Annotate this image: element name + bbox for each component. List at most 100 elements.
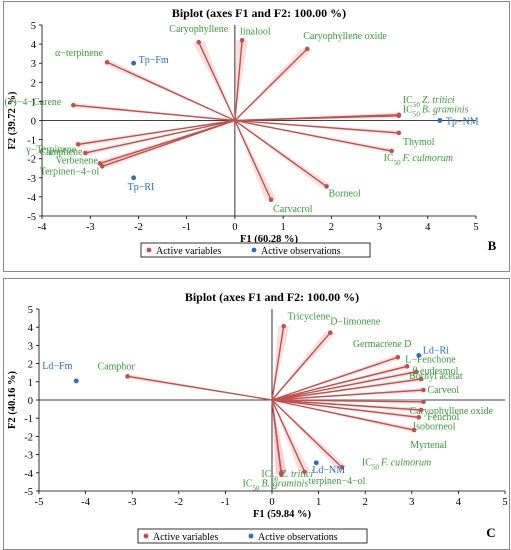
y-tick-label: 2 [28, 360, 33, 371]
observation-label-ld-fm: Ld−Fm [42, 361, 72, 372]
x-tick-label: 1 [316, 497, 321, 508]
x-tick-label: -4 [38, 222, 47, 233]
variable-point-camphene [83, 150, 88, 156]
variable-fan-wedge [272, 400, 348, 469]
variable-vector [234, 40, 243, 121]
observation-point-tp-fm [131, 60, 137, 66]
variable-vector [78, 119, 235, 146]
variable-label-ic50-z-tritici: IC50 Z. tritici [403, 95, 455, 109]
y-tick-label: 3 [31, 59, 36, 70]
x-tick-label: -3 [128, 497, 137, 508]
variable-point-caryophyllene-oxide [421, 399, 426, 405]
variable-label-thymol: Thymol [403, 137, 435, 148]
variable-vector [271, 389, 424, 401]
variable-point-linalool [239, 37, 245, 43]
x-tick-label: -3 [86, 222, 95, 233]
variable-point-l-fenchone [404, 364, 410, 369]
variable-label-terpinen-4-ol: terpinen−4−ol [309, 476, 366, 487]
x-tick-label: 3 [409, 497, 414, 508]
variable-label-linalool: linalool [240, 26, 271, 37]
variable-vector [73, 104, 235, 122]
chart-title: Biplot (axes F1 and F2: 100.00 %) [172, 6, 346, 20]
variable-point-terpinen-4-ol [302, 469, 307, 475]
variable-fan-wedge [272, 326, 290, 400]
observation-point-ld-fm [73, 378, 79, 384]
variable-label-ic50-f-culmorum: IC50 F. culmorum [384, 153, 453, 167]
variable-vector [271, 365, 408, 401]
variable-vector [106, 61, 236, 122]
variable-vector [102, 119, 236, 168]
variable-fan-wedge [272, 400, 287, 475]
variable-point-camphor [125, 374, 130, 379]
observation-point-ld-nm [313, 460, 319, 466]
y-tick-label: 5 [31, 21, 36, 32]
y-axis-label: F2 (40.16 %) [7, 370, 18, 429]
y-tick-label: 2 [31, 78, 36, 89]
variable-point-terpinene [75, 142, 81, 147]
y-axis-label: F2 (39.72 %) [7, 91, 18, 150]
variable-point-ic50-f-culmorum [339, 465, 345, 470]
variable-fan-wedge [272, 400, 311, 473]
y-tick-label: 5 [28, 305, 33, 316]
biplot-b-svg: Biplot (axes F1 and F2: 100.00 %) -4 -3 -2 -… [4, 6, 497, 258]
variable-label-germacrene-d: Germacrene D [353, 339, 412, 350]
chart-title: Biplot (axes F1 and F2: 100.00 %) [185, 290, 359, 304]
variable-vector [85, 119, 236, 154]
y-tick-label: 4 [31, 40, 37, 51]
variable-point-d-limonene [327, 330, 333, 335]
variable-point-thymol [396, 130, 402, 136]
variable-vector [234, 119, 327, 187]
variable-label-caryophyllene-oxide: Caryophyllene oxide [409, 406, 493, 417]
variable-vector [271, 378, 422, 401]
variable-vector [234, 48, 308, 121]
y-tick-label: 4 [28, 323, 34, 334]
x-tick-label: -5 [35, 497, 44, 508]
variable-fan-wedge [272, 331, 336, 400]
x-axis-label: F1 (60.28 %) [240, 234, 299, 245]
variable-label-verbenene: Verbenene [56, 155, 99, 166]
variable-vector [271, 371, 417, 401]
variable-label-l-fenchone: L−Fenchone [405, 354, 456, 365]
observation-point-tp-ri [131, 175, 137, 181]
variable-point-germacrene-d [395, 354, 401, 360]
observation-label-tp-ri: Tp−RI [128, 182, 155, 193]
variable-label-ic50-f-culmorum: IC50 F. culmorum [362, 457, 431, 471]
variable-vector [271, 332, 331, 401]
variable-point-caryophyllene-oxide [304, 46, 310, 52]
variable-point-tricyclene [281, 323, 286, 329]
variable-fan-wedge [234, 48, 313, 121]
variable-fan-wedge [234, 40, 248, 121]
variable-vector [234, 119, 392, 152]
variable-point-carvacrol [268, 197, 274, 203]
variable-label-d-limonene: D−limonene [330, 317, 381, 328]
y-tick-label: -2 [24, 432, 33, 443]
observation-label-tp-nm: Tp−NM [446, 117, 479, 128]
variable-label-carveol: Carveol [427, 385, 459, 396]
x-tick-label: 0 [232, 222, 237, 233]
legend-observations-label: Active observations [258, 532, 338, 543]
variable-label-4-carene: (+)−4−Carene [4, 97, 61, 108]
variable-point-borneol [324, 184, 329, 189]
y-tick-label: -1 [27, 136, 36, 147]
x-tick-label: 5 [502, 497, 507, 508]
variable-point-carveol [421, 387, 426, 393]
variable-label-carvacrol: Carvacrol [273, 204, 313, 215]
biplot-panel-b: Biplot (axes F1 and F2: 100.00 %) -4 -3 -2 -… [3, 1, 510, 272]
observation-label-ld-nm: Ld−NM [312, 465, 345, 476]
variable-label-tricyclene: Tricyclene [288, 311, 331, 322]
variable-label-eudesmol: β eudesmol [412, 366, 458, 377]
variable-vector [234, 115, 399, 122]
y-tick-label: -3 [24, 451, 33, 462]
observation-point-tp-nm [437, 118, 443, 123]
variable-fan-wedge [234, 120, 277, 201]
x-tick-label: 4 [456, 497, 462, 508]
variable-label-isoborneol: Isoborneol [413, 421, 456, 432]
x-tick-label: -4 [81, 497, 90, 508]
x-tick-label: 0 [269, 497, 274, 508]
y-tick-label: -5 [24, 487, 33, 498]
panel-letter: C [486, 525, 495, 540]
biplot-c-svg: Biplot (axes F1 and F2: 100.00 %) -5 -4 -3 -… [7, 290, 508, 544]
x-tick-label: 2 [363, 497, 368, 508]
legend-observations-marker [248, 533, 254, 539]
variable-point-ic50-f-culmorum [389, 148, 394, 154]
